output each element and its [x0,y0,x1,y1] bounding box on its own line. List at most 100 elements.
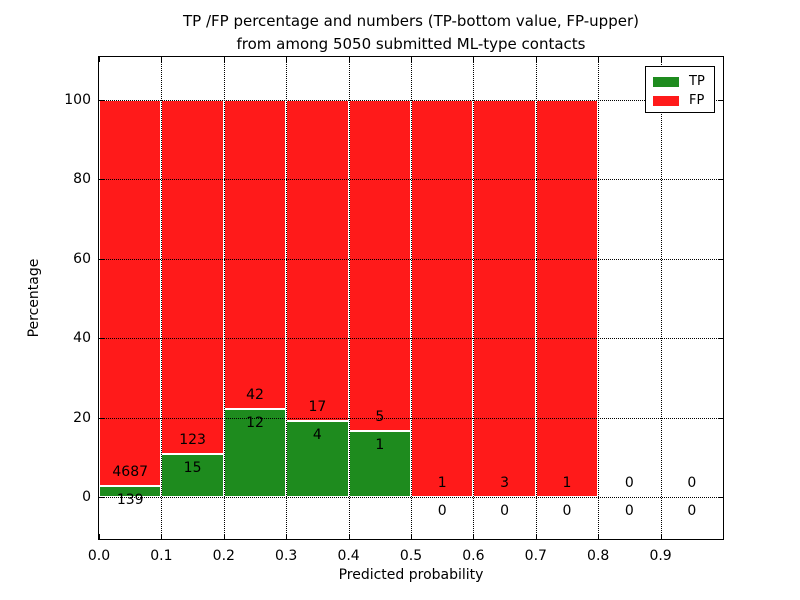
bar-segment-fp [473,100,536,497]
fp-count-label: 3 [500,475,510,491]
bar-segment-tp [161,453,224,497]
gridline-vertical [223,57,225,539]
x-tick-mark [473,57,475,62]
chart-title-line1: TP /FP percentage and numbers (TP-bottom… [183,12,639,30]
x-tick-mark [348,57,350,62]
x-tick-label: 0.7 [524,548,547,564]
x-tick-mark [473,534,475,539]
x-tick-mark [535,57,537,62]
bar-segment-fp [286,100,349,422]
x-tick-label: 0.3 [275,548,298,564]
fp-count-label: 0 [687,475,697,491]
tp-count-label: 139 [116,491,144,508]
y-tick-label: 60 [73,250,91,267]
gridline-vertical [598,57,600,539]
fp-count-label: 5 [375,408,385,425]
x-tick-mark [598,534,600,539]
tp-count-label: 0 [562,503,572,519]
gridline-vertical [161,57,163,539]
x-tick-mark [99,534,100,539]
y-tick-label: 100 [64,92,91,108]
tp-count-label: 4 [312,427,322,444]
chart-title-line2: from among 5050 submitted ML-type contac… [236,35,586,53]
fp-count-label: 123 [179,431,206,448]
x-tick-label: 0.4 [337,548,360,564]
x-tick-mark [161,534,163,539]
fp-count-label: 0 [624,475,634,491]
gridline-vertical [411,57,412,539]
legend-item-fp: FP [653,91,714,110]
y-tick-mark [99,100,104,101]
legend-label-tp: TP [689,74,705,89]
y-tick-mark [99,497,104,498]
bar-segment-tp [286,421,349,497]
y-tick-mark [99,179,104,181]
x-tick-mark [660,534,662,539]
y-tick-label: 20 [73,409,91,426]
x-tick-mark [161,57,163,62]
legend-item-tp: TP [653,72,714,91]
gridline-vertical [660,57,662,539]
y-tick-mark [718,338,723,340]
x-tick-mark [223,534,225,539]
plot-area-border [98,56,724,540]
tp-color-swatch [653,76,679,87]
gridline-vertical [348,57,350,539]
x-tick-mark [223,57,225,62]
x-tick-mark [411,534,412,539]
x-axis-label: Predicted probability [338,567,484,583]
legend-label-fp: FP [689,93,705,108]
fp-count-label: 42 [246,386,264,403]
tp-count-label: 0 [624,503,634,519]
y-tick-mark [718,179,723,181]
x-tick-mark [598,57,600,62]
fp-count-label: 4687 [112,463,149,480]
y-tick-label: 0 [82,489,91,505]
gridline-vertical [286,57,288,539]
fp-count-label: 17 [308,399,327,416]
x-tick-label: 0.5 [399,548,423,564]
gridline-vertical [473,57,475,539]
fp-count-label: 1 [437,475,447,491]
y-axis-label: Percentage [26,258,42,338]
x-tick-mark [348,534,350,539]
x-tick-label: 0.2 [212,548,235,564]
bar-segment-fp [99,100,162,486]
y-tick-mark [99,258,104,260]
bar-segment-tp [348,430,411,497]
bar-segment-fp [348,100,411,431]
x-tick-mark [535,534,537,539]
tp-count-label: 15 [183,459,202,476]
x-tick-mark [99,57,100,62]
x-tick-label: 0.1 [150,548,173,564]
chart-title: TP /FP percentage and numbers (TP-bottom… [11,10,800,56]
tp-count-label: 0 [437,503,447,519]
y-tick-mark [718,417,723,419]
gridline-vertical [535,57,537,539]
y-tick-label: 80 [73,171,91,188]
tp-count-label: 0 [500,503,510,519]
x-tick-mark [286,534,288,539]
x-tick-label: 0.8 [587,548,610,564]
x-tick-label: 0.9 [649,548,672,564]
tp-count-label: 1 [375,436,385,453]
fp-color-swatch [653,95,679,106]
x-tick-mark [286,57,288,62]
y-tick-mark [718,258,723,260]
x-tick-label: 0.0 [87,548,111,564]
x-tick-mark [411,57,412,62]
y-tick-label: 40 [73,330,91,347]
x-tick-label: 0.6 [462,548,485,564]
y-tick-mark [718,497,723,498]
bar-segment-tp [99,485,162,497]
y-tick-mark [99,338,104,340]
tp-count-label: 0 [687,503,697,519]
bar-segment-fp [223,100,287,409]
fp-count-label: 1 [562,475,572,491]
legend: TP FP [645,66,715,113]
y-tick-mark [718,100,723,101]
x-tick-mark [660,57,662,62]
tp-count-label: 12 [246,414,264,431]
y-tick-mark [99,417,104,419]
